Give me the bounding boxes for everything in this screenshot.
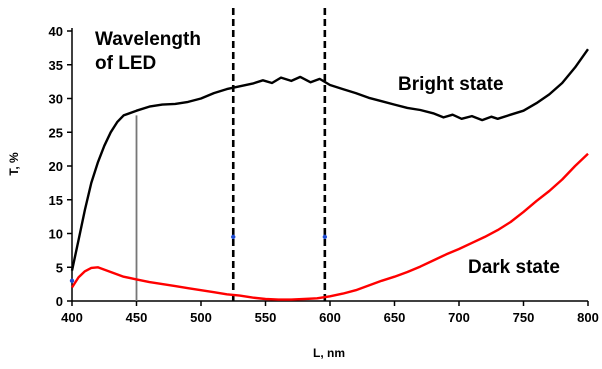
y-tick-label: 15 [49,193,63,208]
bright-state-label: Bright state [398,74,504,95]
dark-state-series-line [70,152,589,301]
x-tick-label: 500 [190,310,212,325]
wavelength-annotation-line2: of LED [95,53,156,74]
y-axis-title: T, % [7,152,21,176]
y-tick-label: 40 [49,24,63,39]
data-point-marker [322,234,328,240]
wavelength-annotation-line1: Wavelength [95,29,201,50]
vertical-guide-lines [135,8,327,301]
y-tick-label: 0 [56,294,63,309]
x-tick-label: 450 [126,310,148,325]
bright-state-series-line [70,48,589,271]
y-tick-label: 25 [49,125,63,140]
data-point-marker [69,278,75,283]
y-axis: 0 5 10 15 20 25 30 35 40 [49,24,73,309]
data-point-marker [231,234,236,240]
x-tick-label: 600 [319,310,341,325]
y-tick-label: 10 [49,227,63,242]
y-tick-label: 5 [56,260,63,275]
x-axis: 400 450 500 550 600 650 700 750 800 [61,300,599,325]
y-tick-label: 30 [49,92,63,107]
x-tick-label: 650 [384,310,406,325]
x-tick-label: 550 [255,310,277,325]
dark-state-label: Dark state [468,257,560,278]
x-tick-label: 800 [577,310,599,325]
point-markers [69,234,328,283]
series-lines [70,48,589,301]
x-tick-label: 400 [61,310,83,325]
y-tick-label: 35 [49,58,63,73]
y-tick-label: 20 [49,159,63,174]
x-tick-label: 750 [513,310,535,325]
x-axis-title: L, nm [313,346,345,360]
x-tick-label: 700 [448,310,470,325]
